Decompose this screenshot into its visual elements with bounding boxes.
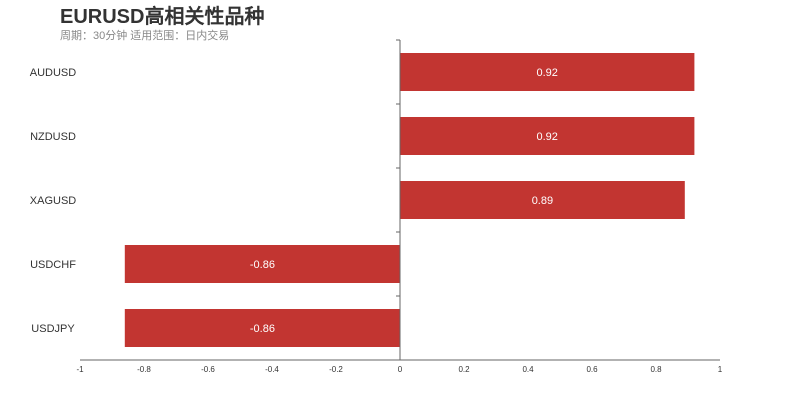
bar — [400, 53, 695, 91]
x-tick-label: 0.6 — [586, 365, 598, 374]
x-tick-label: -0.6 — [201, 365, 215, 374]
x-tick-label: 0.4 — [522, 365, 534, 374]
bar — [400, 181, 685, 219]
bar — [124, 245, 401, 283]
bar — [400, 117, 695, 155]
x-tick-label: -1 — [76, 365, 84, 374]
data-label: -0.86 — [250, 323, 275, 335]
x-tick-label: 0.8 — [650, 365, 662, 374]
category-label: XAGUSD — [30, 195, 77, 207]
chart-title: EURUSD高相关性品种 — [60, 6, 265, 28]
bar — [124, 309, 401, 347]
chart-subtitle: 周期：30分钟 适用范围：日内交易 — [60, 30, 230, 42]
category-label: AUDUSD — [30, 67, 77, 79]
data-label: 0.92 — [536, 67, 557, 79]
data-label: 0.89 — [532, 195, 553, 207]
category-label: NZDUSD — [30, 131, 76, 143]
data-label: -0.86 — [250, 259, 275, 271]
x-tick-label: -0.8 — [137, 365, 151, 374]
x-tick-label: 0 — [398, 365, 403, 374]
x-tick-label: -0.2 — [329, 365, 343, 374]
x-tick-label: -0.4 — [265, 365, 279, 374]
x-tick-label: 0.2 — [458, 365, 470, 374]
category-label: USDCHF — [30, 259, 76, 271]
x-tick-label: 1 — [718, 365, 723, 374]
category-label: USDJPY — [31, 323, 75, 335]
data-label: 0.92 — [536, 131, 557, 143]
